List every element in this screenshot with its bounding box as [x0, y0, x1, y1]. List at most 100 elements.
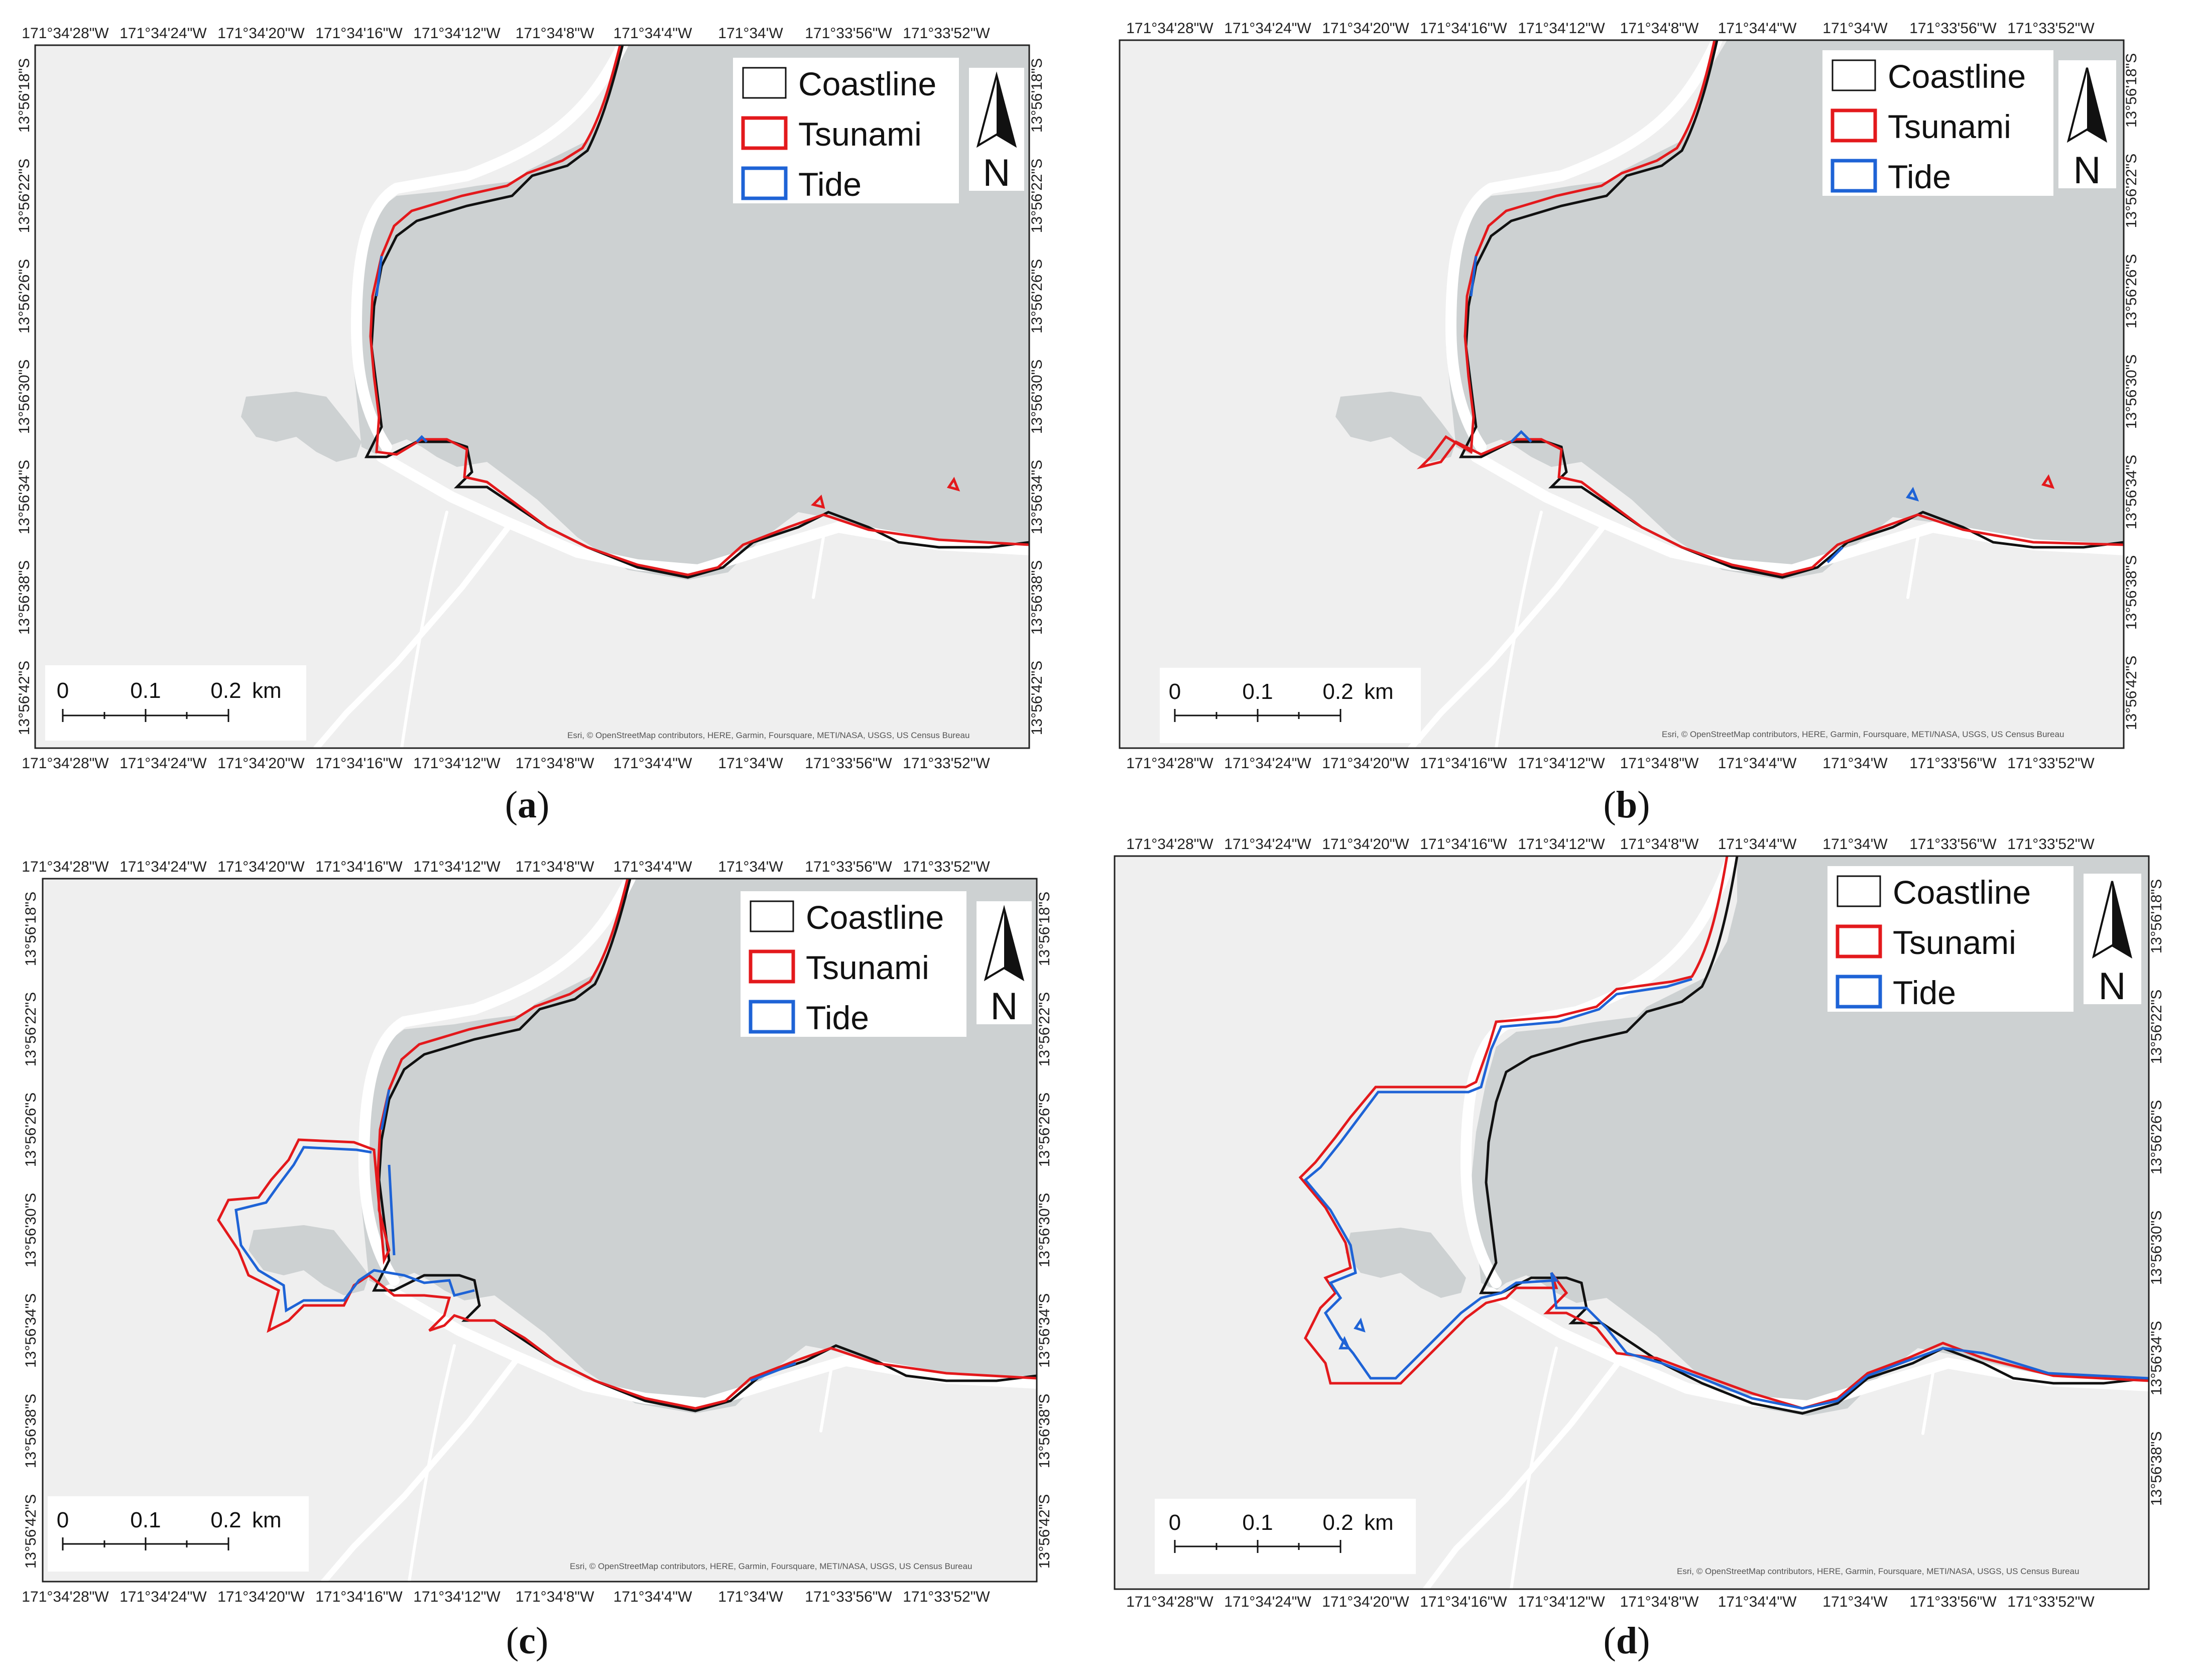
- legend-swatch-tsunami: [1836, 924, 1882, 958]
- svg-text:km: km: [252, 1508, 282, 1532]
- svg-text:13°56'38"S: 13°56'38"S: [16, 560, 33, 635]
- map-frame: [42, 878, 1038, 1583]
- svg-text:171°33'56"W: 171°33'56"W: [1909, 20, 1997, 37]
- svg-text:171°34'24"W: 171°34'24"W: [119, 1589, 207, 1605]
- svg-text:13°56'18"S: 13°56'18"S: [2148, 879, 2165, 954]
- svg-text:13°56'30"S: 13°56'30"S: [1036, 1193, 1053, 1268]
- lat-labels-left: 13°56'18"S 13°56'22"S 13°56'26"S 13°56'30"S…: [23, 892, 39, 1569]
- legend-label-coastline: Coastline: [1888, 58, 2026, 95]
- svg-text:171°34'8"W: 171°34'8"W: [516, 1589, 594, 1605]
- svg-text:171°34'24"W: 171°34'24"W: [1224, 836, 1311, 853]
- svg-text:171°34'12"W: 171°34'12"W: [1518, 20, 1605, 37]
- svg-text:171°34'28"W: 171°34'28"W: [1126, 836, 1213, 853]
- svg-text:km: km: [1364, 1510, 1394, 1535]
- svg-text:13°56'42"S: 13°56'42"S: [16, 661, 33, 736]
- svg-text:171°34'12"W: 171°34'12"W: [1518, 836, 1605, 853]
- svg-text:km: km: [252, 678, 282, 703]
- legend-swatch-tide: [749, 1000, 795, 1034]
- tsunami-marker: [811, 476, 960, 509]
- attribution: Esri, © OpenStreetMap contributors, HERE…: [567, 731, 969, 740]
- coastline: [364, 45, 1029, 579]
- legend: Coastline Tsunami Tide: [1822, 50, 2053, 196]
- svg-text:171°34'28"W: 171°34'28"W: [1126, 1594, 1213, 1610]
- lagoon-area: [1335, 392, 1456, 462]
- svg-text:0.1: 0.1: [1242, 679, 1273, 704]
- legend-label-tide: Tide: [1888, 158, 1951, 195]
- svg-text:171°34'4"W: 171°34'4"W: [614, 859, 692, 875]
- svg-text:171°34'20"W: 171°34'20"W: [1322, 1594, 1409, 1610]
- svg-text:171°34'20"W: 171°34'20"W: [1322, 836, 1409, 853]
- svg-text:13°56'30"S: 13°56'30"S: [16, 359, 33, 434]
- svg-text:171°33'56"W: 171°33'56"W: [805, 859, 892, 875]
- svg-text:171°34'20"W: 171°34'20"W: [1322, 755, 1409, 772]
- scale-bar: 0 0.1 0.2 km: [45, 665, 306, 741]
- caption-b: (b): [1603, 784, 1650, 826]
- svg-text:13°56'18"S: 13°56'18"S: [1029, 58, 1045, 133]
- lat-labels-right: 13°56'18"S 13°56'22"S 13°56'26"S 13°56'30"S…: [1029, 58, 1045, 736]
- svg-text:13°56'34"S: 13°56'34"S: [23, 1293, 39, 1368]
- svg-text:13°56'26"S: 13°56'26"S: [1036, 1093, 1053, 1167]
- legend-label-tide: Tide: [798, 166, 862, 203]
- map-panel-b: 171°34'28"W 171°34'24"W 171°34'20"W 171°34'…: [1115, 20, 2140, 772]
- svg-text:171°34'28"W: 171°34'28"W: [22, 1589, 109, 1605]
- svg-text:0.1: 0.1: [130, 678, 161, 703]
- svg-text:0.2: 0.2: [1322, 1510, 1353, 1535]
- svg-text:171°34'24"W: 171°34'24"W: [1224, 755, 1311, 772]
- map-panel-d: 171°34'28"W 171°34'24"W 171°34'20"W 171°34'…: [1114, 833, 2165, 1610]
- svg-text:13°56'22"S: 13°56'22"S: [23, 992, 39, 1067]
- svg-text:13°56'30"S: 13°56'30"S: [23, 1193, 39, 1268]
- lat-labels-left: 13°56'18"S 13°56'22"S 13°56'26"S 13°56'30"S…: [16, 58, 33, 736]
- svg-text:171°34'16"W: 171°34'16"W: [315, 1589, 403, 1605]
- svg-text:0.2: 0.2: [210, 678, 241, 703]
- svg-text:13°56'22"S: 13°56'22"S: [2123, 154, 2140, 228]
- svg-text:13°56'38"S: 13°56'38"S: [23, 1394, 39, 1469]
- svg-text:13°56'18"S: 13°56'18"S: [23, 892, 39, 967]
- svg-text:13°56'42"S: 13°56'42"S: [23, 1494, 39, 1569]
- legend: Coastline Tsunami Tide: [741, 891, 966, 1037]
- legend-swatch-tsunami: [741, 116, 788, 150]
- lon-labels-bottom: 171°34'28"W 171°34'24"W 171°34'20"W 171°34'…: [1126, 755, 2095, 772]
- tsunami-line: [217, 879, 1037, 1410]
- svg-text:171°33'52"W: 171°33'52"W: [2007, 20, 2095, 37]
- svg-text:13°56'34"S: 13°56'34"S: [2123, 455, 2140, 530]
- svg-text:13°56'38"S: 13°56'38"S: [1036, 1394, 1053, 1469]
- svg-text:0.1: 0.1: [130, 1508, 161, 1532]
- svg-text:171°34'16"W: 171°34'16"W: [315, 755, 403, 772]
- svg-text:171°34'16"W: 171°34'16"W: [315, 25, 403, 42]
- caption-c: (c): [506, 1620, 549, 1662]
- tide-marker: [1906, 487, 1919, 502]
- svg-text:13°56'22"S: 13°56'22"S: [1029, 159, 1045, 233]
- svg-text:171°34'20"W: 171°34'20"W: [217, 859, 305, 875]
- lat-labels-right: 13°56'18"S 13°56'22"S 13°56'26"S 13°56'30"S…: [1036, 892, 1053, 1569]
- svg-text:171°34'W: 171°34'W: [718, 25, 783, 42]
- tide-marker: [1338, 1317, 1366, 1350]
- svg-text:171°34'4"W: 171°34'4"W: [1718, 755, 1797, 772]
- svg-text:13°56'26"S: 13°56'26"S: [1029, 259, 1045, 334]
- tsunami-marker: [2041, 474, 2055, 489]
- svg-text:171°34'8"W: 171°34'8"W: [516, 755, 594, 772]
- svg-text:171°34'8"W: 171°34'8"W: [1620, 1594, 1699, 1610]
- svg-text:171°34'8"W: 171°34'8"W: [1620, 836, 1699, 853]
- svg-text:171°33'52"W: 171°33'52"W: [2007, 1594, 2095, 1610]
- svg-text:171°34'16"W: 171°34'16"W: [1420, 755, 1507, 772]
- svg-text:171°33'52"W: 171°33'52"W: [2007, 755, 2095, 772]
- map-panel-a: 171°34'28"W 171°34'24"W 171°34'20"W 171°34'…: [16, 25, 1045, 772]
- svg-text:13°56'26"S: 13°56'26"S: [2148, 1100, 2165, 1175]
- svg-text:13°56'26"S: 13°56'26"S: [16, 259, 33, 334]
- legend-swatch-coastline: [1832, 59, 1876, 91]
- svg-text:171°34'W: 171°34'W: [718, 755, 783, 772]
- legend-label-tide: Tide: [1893, 974, 1956, 1011]
- lagoon-area: [249, 1225, 369, 1295]
- svg-text:13°56'30"S: 13°56'30"S: [2148, 1211, 2165, 1285]
- svg-text:171°34'24"W: 171°34'24"W: [119, 755, 207, 772]
- lagoon-area: [1346, 1228, 1466, 1298]
- svg-text:171°34'28"W: 171°34'28"W: [1126, 20, 1213, 37]
- svg-text:13°56'38"S: 13°56'38"S: [2148, 1431, 2165, 1506]
- scale-bar: 0 0.1 0.2 km: [1155, 1499, 1416, 1574]
- svg-text:km: km: [1364, 679, 1394, 704]
- svg-text:171°34'20"W: 171°34'20"W: [217, 1589, 305, 1605]
- north-arrow: N: [2084, 874, 2141, 1008]
- legend-label-tsunami: Tsunami: [806, 949, 929, 986]
- svg-text:171°34'24"W: 171°34'24"W: [1224, 1594, 1311, 1610]
- svg-text:13°56'30"S: 13°56'30"S: [2123, 354, 2140, 429]
